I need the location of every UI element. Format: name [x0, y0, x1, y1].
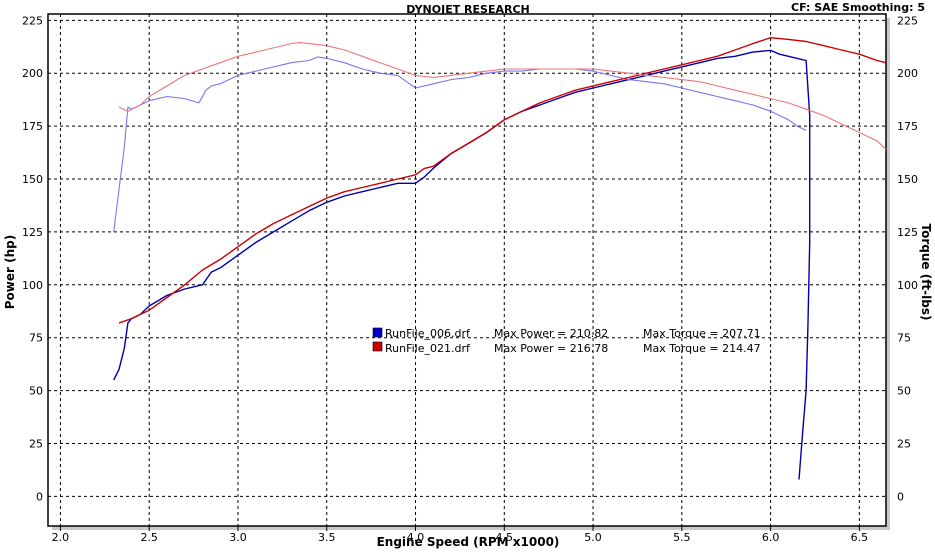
y-tick-label-left: 0 [36, 490, 43, 503]
y-tick-label-right: 175 [897, 120, 918, 133]
grid [48, 14, 886, 526]
y-tick-label-left: 225 [22, 14, 43, 27]
legend-swatch-run-006 [372, 327, 383, 338]
x-tick-label: 2.5 [140, 531, 158, 544]
y-tick-label-right: 75 [897, 332, 911, 345]
x-tick-label: 2.0 [52, 531, 70, 544]
y-tick-label-left: 125 [22, 226, 43, 239]
x-tick-label: 6.5 [851, 531, 869, 544]
series-layer [113, 37, 887, 480]
x-tick-label: 5.0 [584, 531, 602, 544]
x-tick-label: 5.5 [673, 531, 691, 544]
y-tick-label-right: 50 [897, 385, 911, 398]
y-tick-label-right: 225 [897, 14, 918, 27]
legend-file-run-021: RunFile_021.drf [385, 342, 471, 355]
chart-title: DYNOJET RESEARCH [406, 3, 529, 16]
series-line-runfile-006-drf-torque [113, 56, 807, 232]
y-tick-label-left: 75 [29, 332, 43, 345]
x-tick-label: 4.0 [407, 531, 425, 544]
axis-ticks: 2.0 2.5 3.0 3.5 4.0 4.5 5.0 5.5 6.0 6.5 0 0 25 25 50 50… [22, 14, 918, 544]
legend: RunFile_006.drf Max Power = 210.82 Max T… [372, 327, 761, 355]
y-axis-title-right: Torque (ft-lbs) [919, 224, 933, 321]
y-tick-label-left: 175 [22, 120, 43, 133]
y-axis-title-left: Power (hp) [3, 235, 17, 309]
x-tick-label: 4.5 [496, 531, 514, 544]
x-axis-title: Engine Speed (RPM x1000) [377, 535, 560, 549]
y-tick-label-right: 0 [897, 490, 904, 503]
y-tick-label-right: 200 [897, 67, 918, 80]
header-info: CF: SAE Smoothing: 5 [791, 1, 925, 14]
x-tick-label: 3.0 [229, 531, 247, 544]
plot-frame [47, 13, 890, 530]
legend-power-run-021: Max Power = 216.78 [494, 342, 608, 355]
y-tick-label-left: 50 [29, 385, 43, 398]
series-line-runfile-021-drf-power [118, 37, 887, 324]
x-tick-label: 6.0 [762, 531, 780, 544]
y-tick-label-right: 100 [897, 279, 918, 292]
y-tick-label-left: 200 [22, 67, 43, 80]
legend-power-run-006: Max Power = 210.82 [494, 327, 608, 340]
y-tick-label-right: 25 [897, 437, 911, 450]
y-tick-label-left: 150 [22, 173, 43, 186]
series-line-runfile-021-drf-torque [118, 42, 887, 150]
legend-torque-run-021: Max Torque = 214.47 [643, 342, 761, 355]
legend-swatch-run-021 [372, 341, 383, 352]
legend-file-run-006: RunFile_006.drf [385, 327, 471, 340]
x-tick-label: 3.5 [318, 531, 336, 544]
y-tick-label-left: 100 [22, 279, 43, 292]
y-tick-label-right: 150 [897, 173, 918, 186]
y-tick-label-left: 25 [29, 437, 43, 450]
y-tick-label-right: 125 [897, 226, 918, 239]
legend-torque-run-006: Max Torque = 207.71 [643, 327, 761, 340]
